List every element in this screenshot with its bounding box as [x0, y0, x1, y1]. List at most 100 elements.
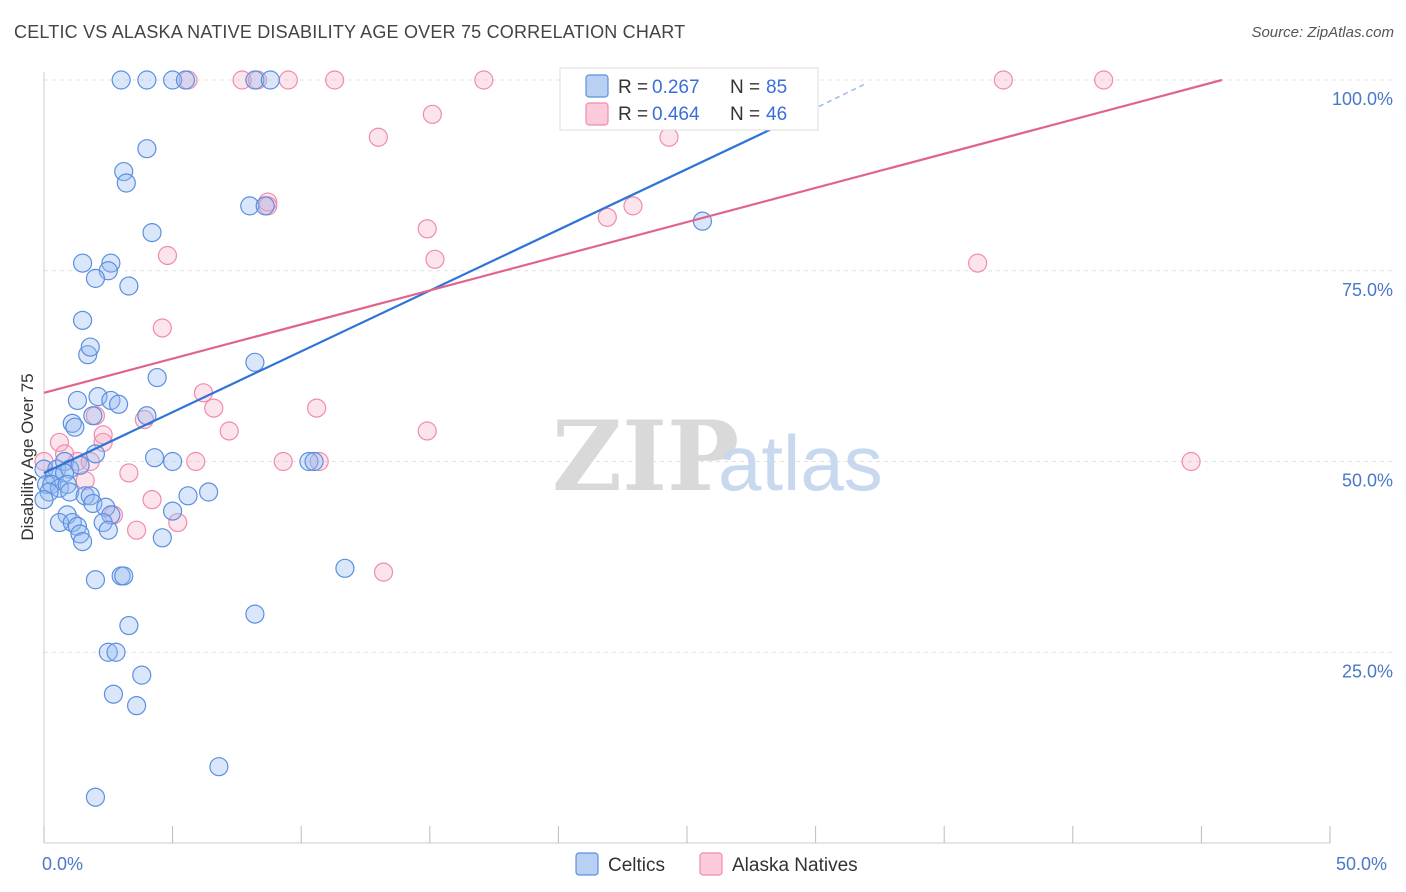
celtic-point	[137, 70, 157, 90]
alaska-point	[1094, 70, 1114, 90]
watermark-atlas: atlas	[718, 419, 883, 507]
alaska-point	[368, 127, 388, 147]
celtic-point	[65, 417, 85, 437]
source-label: Source: ZipAtlas.com	[1251, 24, 1394, 41]
celtic-point	[57, 474, 77, 494]
celtic-point	[103, 684, 124, 704]
legend-r-value-1: 0.267	[652, 77, 700, 98]
legend-r-label-1: R =	[618, 77, 648, 98]
alaska-point	[623, 196, 643, 216]
alaska-point	[204, 398, 224, 418]
alaska-point	[373, 562, 394, 582]
celtic-point	[111, 70, 131, 90]
legend-box: R = 0.267 N = 85 R = 0.464 N = 46	[559, 67, 819, 131]
celtic-point	[175, 70, 196, 90]
y-tick-label: 25.0%	[1342, 661, 1393, 681]
celtic-point	[70, 524, 90, 544]
alaska-point	[309, 451, 329, 472]
alaska-point	[474, 70, 494, 90]
alaska-point	[75, 470, 95, 491]
alaska-point	[273, 451, 293, 472]
legend-swatch-celtics	[585, 74, 609, 98]
alaska-trendline	[43, 78, 1223, 394]
bottom-legend-swatch-alaska	[699, 852, 723, 876]
celtic-point	[98, 520, 118, 540]
celtic-point	[83, 493, 103, 514]
celtic-point	[72, 253, 93, 273]
bottom-legend-alaska: Alaska Natives	[732, 855, 858, 876]
celtic-point	[199, 482, 219, 502]
x-tick-label-min: 0.0%	[42, 854, 83, 874]
legend-n-value-2: 46	[766, 104, 787, 125]
bottom-legend-swatch-celtics	[575, 852, 599, 876]
celtic-point	[126, 696, 147, 716]
celtic-point	[163, 501, 183, 521]
celtic-point	[299, 451, 319, 472]
legend-r-label-2: R =	[618, 104, 648, 125]
alaska-point	[659, 127, 679, 147]
celtic-point	[72, 532, 93, 552]
celtic-point	[137, 139, 157, 159]
gridlines	[44, 79, 1392, 653]
legend-swatch-alaska	[585, 102, 609, 126]
alaska-point	[186, 451, 206, 472]
celtic-point	[245, 70, 265, 90]
celtic-point	[106, 642, 126, 662]
celtic-point	[108, 394, 129, 414]
alaska-point	[219, 421, 239, 441]
x-tick-label-max: 50.0%	[1336, 854, 1387, 874]
celtic-point	[147, 367, 167, 388]
alaska-point	[119, 463, 139, 483]
alaska-point	[993, 70, 1013, 90]
celtic-point	[114, 566, 134, 586]
y-tick-label: 50.0%	[1342, 471, 1393, 491]
alaska-point	[597, 207, 617, 227]
celtic-point	[178, 486, 198, 506]
alaska-point	[417, 219, 437, 239]
celtic-point	[85, 570, 106, 590]
watermark: ZIP atlas	[552, 400, 883, 513]
y-tick-labels: 25.0% 50.0% 75.0% 100.0%	[1332, 89, 1393, 681]
celtic-point	[78, 345, 98, 365]
alaska-point	[49, 432, 70, 453]
celtic-point	[85, 268, 106, 288]
celtic-point	[255, 196, 275, 216]
alaska-point	[193, 383, 214, 403]
x-ticks	[43, 826, 1331, 843]
alaska-point	[968, 253, 988, 273]
celtic-point	[119, 615, 139, 636]
alaska-point	[1181, 451, 1201, 472]
alaska-point	[425, 249, 445, 269]
alaska-point	[278, 70, 298, 90]
celtic-point	[101, 253, 121, 273]
celtic-point	[163, 451, 183, 472]
celtic-point	[142, 223, 162, 243]
alaska-point	[417, 421, 437, 441]
y-axis-label: Disability Age Over 75	[18, 373, 37, 540]
celtic-point	[260, 70, 280, 90]
bottom-legend-celtics: Celtics	[608, 855, 665, 876]
bottom-legend: Celtics Alaska Natives	[575, 852, 858, 876]
celtic-point	[75, 486, 95, 506]
celtic-point	[114, 161, 134, 182]
celtic-trendline	[43, 113, 804, 474]
celtic-point	[101, 505, 121, 525]
alaska-point	[126, 520, 147, 540]
celtic-point	[245, 604, 265, 624]
alaska-point	[307, 398, 327, 418]
alaska-point	[157, 245, 178, 266]
celtic-point	[240, 196, 260, 216]
alaska-point	[152, 318, 172, 338]
celtic-point	[67, 390, 88, 411]
celtic-point	[245, 352, 265, 372]
celtic-point	[335, 558, 355, 578]
alaska-point	[325, 70, 345, 90]
celtic-point	[209, 757, 229, 777]
celtic-point	[80, 337, 100, 357]
celtic-point	[88, 387, 108, 407]
legend-n-value-1: 85	[766, 77, 787, 98]
alaska-point	[422, 104, 442, 124]
watermark-zip: ZIP	[552, 400, 739, 513]
celtic-point	[304, 451, 324, 472]
